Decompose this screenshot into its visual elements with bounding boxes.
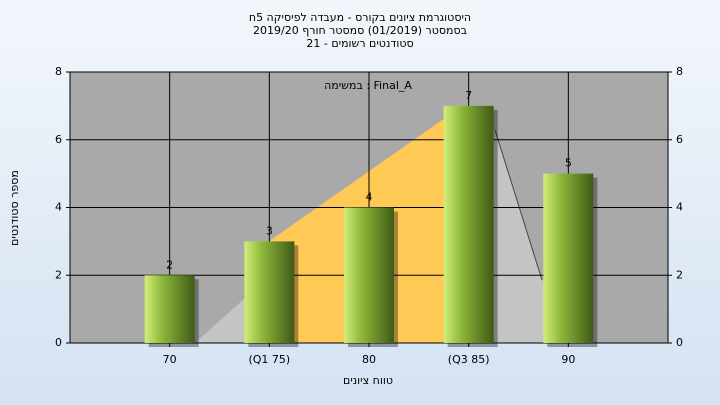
y2-tick-label: 8	[676, 65, 683, 78]
y2-tick-label: 4	[676, 201, 683, 214]
y-tick-label: 0	[55, 336, 62, 349]
bar	[543, 173, 594, 343]
chart-title: היסטוגרמת ציונים בקורס - מעבדה לפיסיקה 5…	[249, 11, 471, 24]
bar	[443, 105, 494, 343]
x-tick-label: (Q3 85)	[448, 353, 490, 366]
value-label: 2	[166, 258, 173, 271]
x-tick-label: 80	[362, 353, 376, 366]
value-label: 5	[565, 157, 572, 170]
chart-subtitle: סטודנטים רשומים - 21	[306, 37, 413, 50]
x-tick-label: (Q1 75)	[248, 353, 290, 366]
y-tick-label: 8	[55, 65, 62, 78]
annotation: Final_A : במשימה	[324, 79, 412, 92]
value-label: 7	[465, 89, 472, 102]
x-tick-label: 70	[163, 353, 177, 366]
y-tick-label: 6	[55, 133, 62, 146]
bar	[144, 275, 195, 343]
x-tick-label: 90	[561, 353, 575, 366]
value-label: 4	[366, 191, 373, 204]
y-tick-label: 4	[55, 201, 62, 214]
distribution-line	[494, 129, 543, 281]
chart-subtitle: בסמסטר (01/2019) סמסטר חורף 2019/20	[253, 24, 467, 37]
y2-tick-label: 0	[676, 336, 683, 349]
y2-tick-label: 2	[676, 268, 683, 281]
y-tick-label: 2	[55, 268, 62, 281]
y-axis-label: מספר סטודנטים	[8, 170, 21, 246]
bar	[344, 207, 394, 343]
y2-tick-label: 6	[676, 133, 683, 146]
value-label: 3	[266, 224, 273, 237]
bar	[244, 241, 295, 343]
x-axis-label: טווח ציונים	[343, 374, 393, 387]
